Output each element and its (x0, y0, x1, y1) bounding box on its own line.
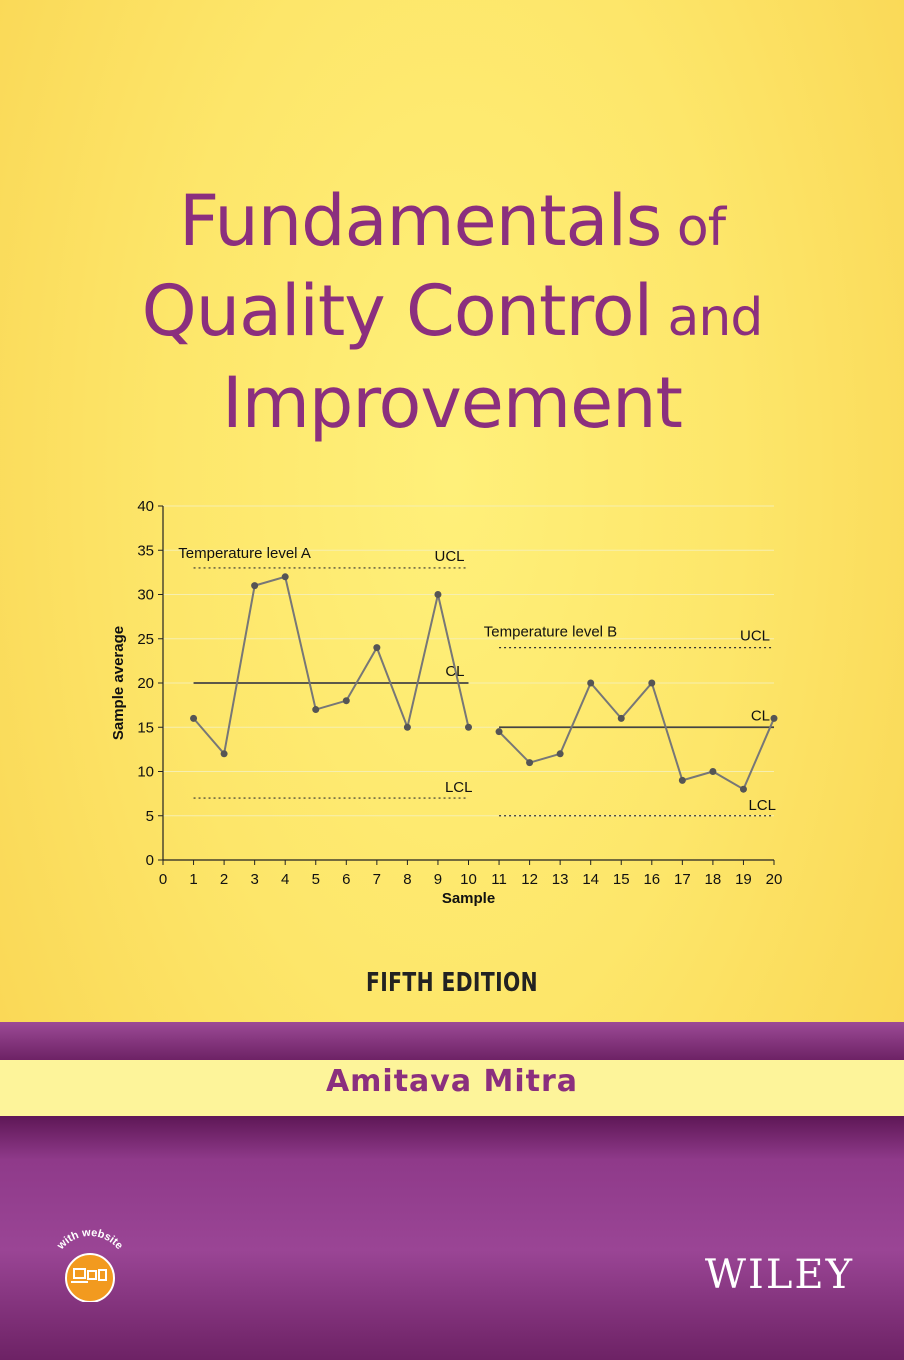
title-of: of (661, 198, 726, 258)
data-point (190, 714, 198, 722)
x-tick-label: 6 (342, 871, 350, 888)
data-point (648, 679, 656, 687)
purple-band-bottom (0, 1116, 904, 1360)
badge-text: with website (54, 1227, 125, 1253)
y-tick-label: 20 (137, 675, 154, 692)
data-point (587, 679, 595, 687)
purple-band-top (0, 1022, 904, 1060)
x-tick-label: 13 (552, 871, 569, 888)
y-tick-label: 5 (146, 808, 154, 825)
title-line-3: Improvement (0, 362, 904, 444)
data-point (709, 768, 717, 775)
x-tick-label: 10 (460, 871, 477, 888)
x-tick-label: 11 (491, 871, 507, 888)
series-line (192, 575, 470, 757)
x-tick-label: 19 (735, 871, 752, 888)
x-tick-label: 17 (674, 871, 691, 888)
data-point (770, 714, 778, 722)
x-tick-label: 1 (189, 871, 197, 888)
y-tick-label: 25 (137, 631, 154, 648)
data-point (251, 582, 259, 590)
x-tick-label: 20 (766, 871, 783, 888)
data-point (403, 723, 411, 731)
website-badge-icon: with website (54, 1227, 125, 1302)
title-fundamentals: Fundamentals (178, 180, 662, 262)
data-point (465, 723, 472, 731)
x-tick-label: 2 (220, 871, 228, 888)
ucl-label: UCL (740, 628, 770, 645)
cl-label: CL (751, 707, 770, 724)
y-axis-label: Sample average (110, 626, 127, 740)
data-point (312, 706, 320, 714)
title-quality-control: Quality Control (141, 270, 653, 352)
x-tick-label: 15 (613, 871, 630, 888)
x-tick-label: 7 (373, 871, 381, 888)
tablet-icon (87, 1270, 97, 1280)
y-tick-label: 10 (137, 764, 154, 781)
data-point (220, 750, 228, 758)
x-tick-label: 18 (705, 871, 722, 888)
title-improvement: Improvement (222, 362, 683, 444)
data-point (373, 644, 381, 652)
y-tick-label: 40 (137, 498, 154, 515)
lcl-label: LCL (445, 779, 473, 796)
title-and: and (652, 288, 764, 348)
x-tick-label: 14 (582, 871, 599, 888)
author-band (0, 1060, 904, 1116)
monitor-icon (73, 1268, 86, 1279)
data-point (556, 750, 564, 758)
edition-label: FIFTH EDITION (365, 968, 539, 998)
segment-annotation: Temperature level B (484, 624, 617, 641)
x-tick-label: 8 (403, 871, 411, 888)
ucl-label: UCL (434, 548, 464, 565)
title-line-2: Quality Control and (0, 270, 904, 352)
x-tick-label: 4 (281, 871, 289, 888)
y-tick-label: 30 (137, 587, 154, 604)
data-point (342, 697, 350, 705)
data-point (739, 785, 747, 793)
author-name: Amitava Mitra (325, 1064, 579, 1099)
data-point (526, 759, 534, 767)
x-axis-label: Sample (442, 890, 495, 907)
data-point (617, 714, 625, 722)
y-tick-label: 0 (146, 852, 154, 869)
data-point (678, 776, 686, 784)
x-tick-label: 3 (250, 871, 258, 888)
data-point (434, 591, 442, 598)
segment-annotation: Temperature level A (178, 545, 311, 562)
lcl-label: LCL (748, 797, 776, 814)
phone-icon (98, 1269, 107, 1281)
publisher-logo: WILEY (704, 1252, 854, 1298)
data-point (495, 728, 503, 736)
x-tick-label: 12 (521, 871, 538, 888)
series-line (498, 680, 775, 791)
x-tick-label: 9 (434, 871, 442, 888)
y-tick-label: 15 (137, 719, 154, 736)
y-tick-label: 35 (137, 542, 154, 559)
x-tick-label: 0 (159, 871, 167, 888)
data-point (281, 573, 289, 581)
title-line-1: Fundamentals of (0, 180, 904, 262)
x-tick-label: 5 (312, 871, 320, 888)
x-tick-label: 16 (643, 871, 660, 888)
